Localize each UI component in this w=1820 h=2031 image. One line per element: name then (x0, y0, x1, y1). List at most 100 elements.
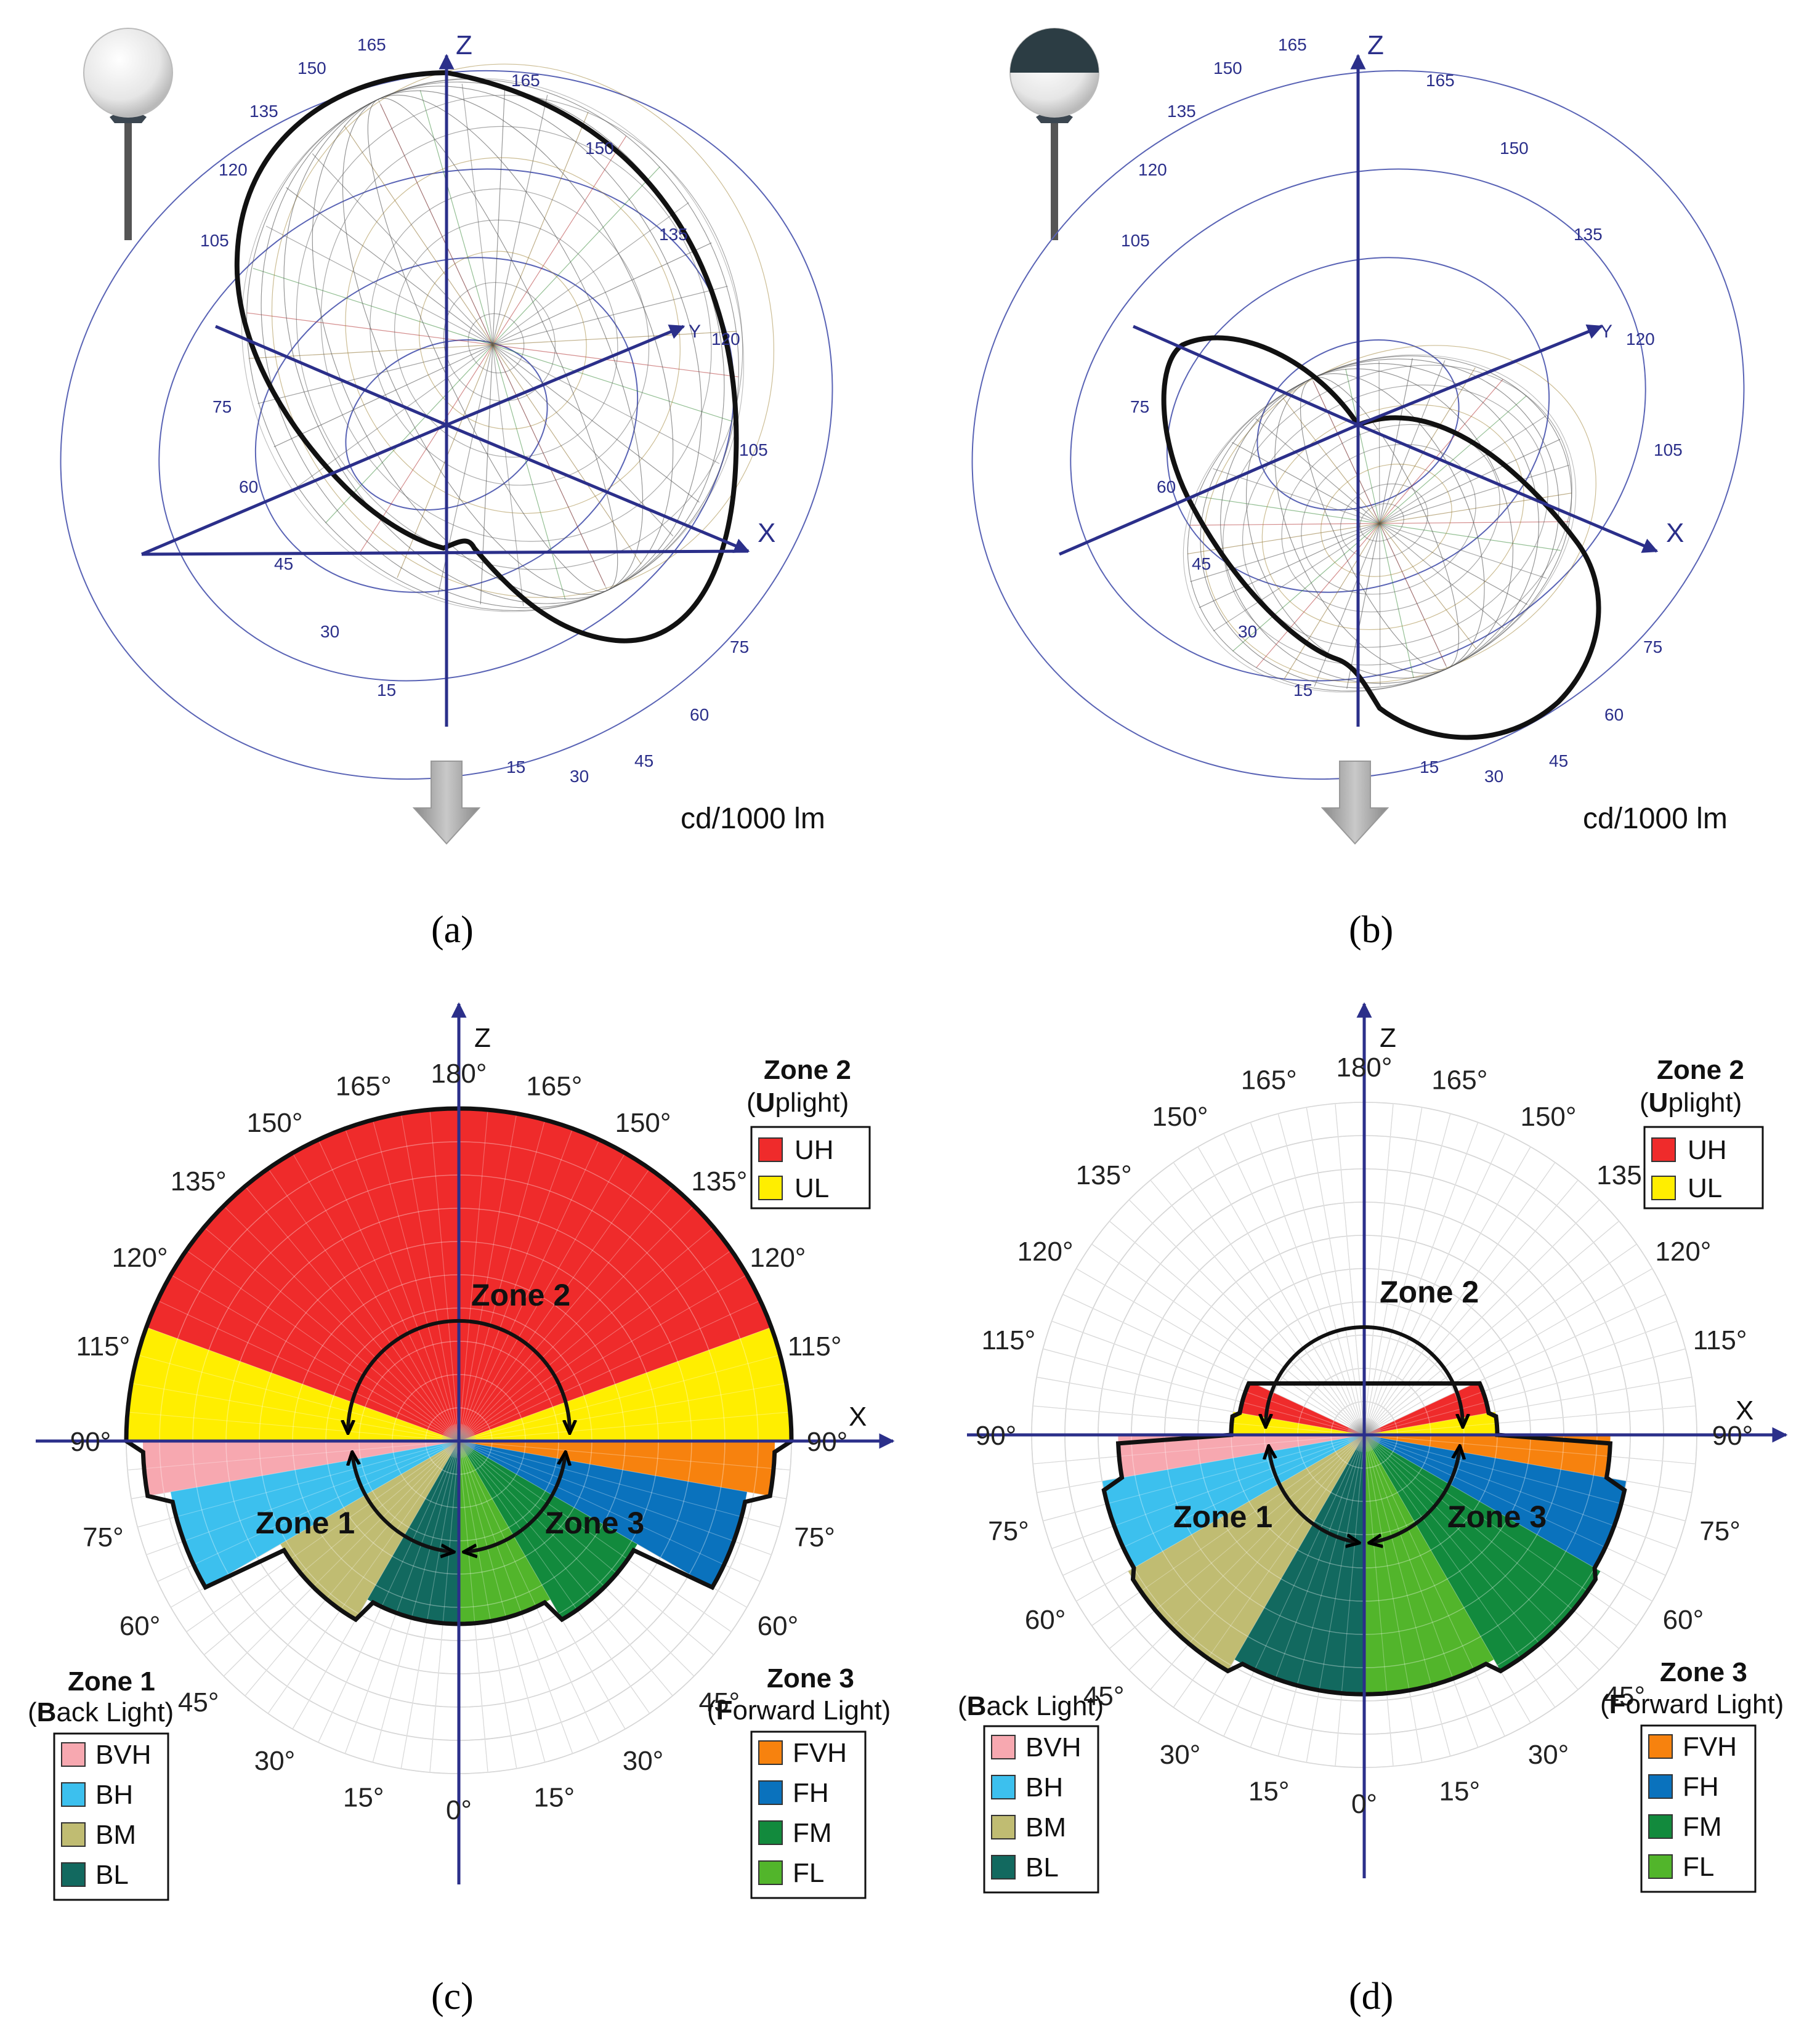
grid-spoke-overlay (1364, 1221, 1620, 1435)
legend-item-BH-c: BH (95, 1780, 133, 1810)
legend-item-BL-d: BL (1025, 1852, 1059, 1883)
axis-x-label-c: X (849, 1402, 867, 1432)
photometric-contour-a (234, 70, 739, 644)
grid-spoke-overlay (458, 1120, 546, 1442)
legend-item-FH-d: FH (1683, 1772, 1719, 1802)
grid-spoke (1364, 1294, 1666, 1435)
grid-spoke-overlay (1364, 1243, 1637, 1435)
mesh-ring (271, 63, 774, 598)
zone-wedge-UL (126, 1327, 459, 1441)
legend-item-BM-c: BM (95, 1820, 136, 1850)
panel-b: Z X Y 165 150 135 120 105 75 60 45 30 15… (971, 28, 1745, 951)
mesh-line (492, 344, 566, 600)
caption-b: (b) (1349, 909, 1393, 951)
angle-label: 135° (1076, 1160, 1132, 1190)
mesh-meridian (1246, 368, 1513, 679)
angle-label: 120° (1017, 1237, 1074, 1267)
mesh-line (1284, 523, 1380, 680)
legend-zone3-head-c: Zone 3 (767, 1663, 854, 1694)
grid-spoke (1364, 1104, 1394, 1435)
mesh-meridian (283, 86, 702, 604)
grid-spoke-overlay (1043, 1348, 1365, 1435)
tick-a-s9: 15 (506, 757, 525, 777)
mesh-line (1190, 523, 1380, 583)
grid-spoke-overlay (458, 1411, 790, 1442)
angle-label: 90° (807, 1427, 848, 1457)
grid-spoke-overlay (1150, 1179, 1365, 1435)
mesh-ring (1340, 483, 1428, 560)
mesh-line (1255, 418, 1380, 524)
grid-spoke-overlay (127, 1411, 459, 1442)
grid-spoke (1364, 1162, 1556, 1435)
mesh-line (1379, 367, 1476, 524)
mesh-meridian (367, 97, 618, 592)
legend-zone3-sub-c: (Forward Light) (707, 1695, 891, 1726)
mesh-line (1199, 523, 1380, 608)
angle-label: 15° (534, 1783, 575, 1813)
legend-zone2-sub-d: (Uplight) (1640, 1088, 1742, 1118)
angle-label: 135° (171, 1166, 227, 1197)
legend-item-FH-c: FH (793, 1778, 829, 1808)
legend-item-FVH-d: FVH (1683, 1732, 1737, 1762)
angle-label: 165° (1241, 1065, 1297, 1095)
mesh-line (253, 268, 493, 345)
legend-zone3-c: Zone 3 (Forward Light) FVH FH FM FL (707, 1663, 891, 1899)
grid-spoke (1128, 1199, 1365, 1435)
mesh-ring (443, 282, 556, 402)
angle-label: 30° (1160, 1740, 1201, 1770)
mesh-meridian (1274, 373, 1485, 674)
mesh-meridian (1220, 363, 1539, 684)
mesh-meridian (1183, 354, 1577, 693)
grid-spoke-overlay (1364, 1107, 1423, 1435)
mesh-meridian (378, 99, 607, 591)
mesh-line (1379, 523, 1547, 579)
mesh-meridian (1187, 355, 1572, 692)
grid-spoke-overlay (1364, 1179, 1579, 1435)
caption-a: (a) (431, 909, 474, 951)
legend-zone2-sub-rest-c: plight) (775, 1088, 849, 1118)
grid-spoke-overlay (1173, 1162, 1365, 1435)
mesh-line (492, 344, 674, 536)
axis-lines-a (141, 325, 750, 556)
angle-label: 60° (758, 1611, 799, 1641)
grid-spoke-overlay (458, 1168, 650, 1442)
angle-label: 45° (699, 1687, 740, 1718)
angle-label: 75° (988, 1516, 1029, 1546)
legend-zone1-sub-c: (Back Light) (28, 1697, 174, 1727)
mesh-ring (1321, 464, 1452, 577)
mesh-ring (1359, 503, 1404, 542)
mesh-line (492, 242, 712, 345)
zone1-center-label-d: Zone 1 (1173, 1500, 1272, 1534)
mesh-line (492, 135, 627, 345)
tick-b-s2: 135 (1574, 225, 1603, 244)
legend-zone3-d: Zone 3 (Forward Light) FVH FH FM FL (1600, 1657, 1784, 1893)
mesh-line (1346, 523, 1380, 689)
axes-a (141, 54, 749, 727)
angle-label: 165° (336, 1071, 392, 1101)
axis-z-label-a: Z (456, 30, 472, 60)
mesh-meridian (367, 97, 618, 592)
tick-b-s5: 75 (1643, 637, 1662, 656)
tick-a-2: 135 (249, 102, 278, 121)
mesh-line (1190, 523, 1380, 526)
grid-spoke (1150, 1179, 1365, 1435)
angle-label: 120° (1655, 1237, 1711, 1267)
mesh-ring (467, 313, 525, 374)
legend-zone3-sub-rest-d: orward Light) (1626, 1689, 1784, 1719)
grid-spoke-overlay (1033, 1434, 1365, 1464)
legend-zone2-head-c: Zone 2 (764, 1055, 851, 1085)
mesh-meridian (312, 90, 674, 600)
zone3-center-label-d: Zone 3 (1447, 1500, 1547, 1534)
legend-item-UH-c: UH (795, 1135, 834, 1165)
angle-label: 45° (1083, 1681, 1125, 1711)
grid-spoke-overlay (458, 1113, 517, 1442)
angle-label: 15° (1248, 1777, 1290, 1807)
angle-label: 15° (343, 1783, 384, 1813)
grid-spoke (1062, 1294, 1365, 1435)
mesh-ring (1281, 424, 1500, 613)
grid-spoke (1364, 1221, 1620, 1435)
tick-b-s7: 45 (1549, 751, 1568, 770)
tick-b-s3: 120 (1626, 329, 1655, 349)
angle-label: 75° (1699, 1516, 1741, 1546)
